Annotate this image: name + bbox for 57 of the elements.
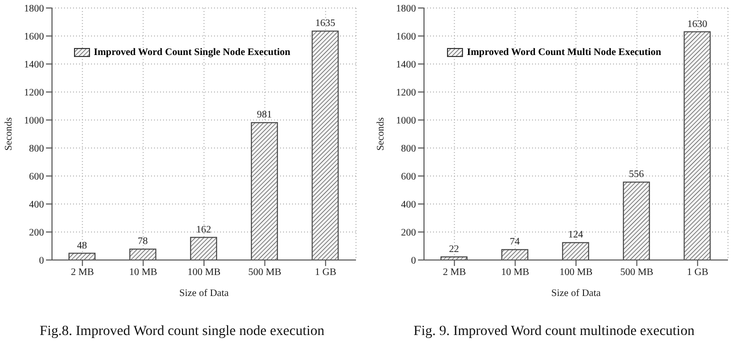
x-tick-label: 500 MB <box>620 267 654 278</box>
data-label: 162 <box>196 224 212 236</box>
bar <box>312 30 339 260</box>
data-label: 74 <box>510 236 520 248</box>
y-tick-label: 1000 <box>24 116 44 127</box>
text: Fig. 9. Improved Word count multinode execution <box>412 324 696 340</box>
data-label: 48 <box>77 240 87 252</box>
x-tick-label: 2 MB <box>442 267 466 278</box>
y-tick-label: 1200 <box>24 88 44 99</box>
y-tick-label: 200 <box>29 228 44 239</box>
y-tick-label: 600 <box>29 172 44 183</box>
y-tick-label: 0 <box>39 256 44 267</box>
y-tick-label: 400 <box>401 200 416 211</box>
bar <box>129 248 156 260</box>
y-tick-label: 0 <box>411 256 416 267</box>
x-tick-label: 2 MB <box>70 267 94 278</box>
bar <box>684 31 711 260</box>
legend-label: Improved Word Count Multi Node Execution <box>466 47 662 58</box>
y-tick-label: 1600 <box>396 32 416 43</box>
y-tick-label: 1800 <box>396 4 416 15</box>
bar <box>562 242 590 260</box>
y-tick-label: 800 <box>401 144 416 155</box>
x-tick-label: 500 MB <box>248 267 282 278</box>
y-tick-label: 1600 <box>24 32 44 43</box>
x-tick-label: 100 MB <box>187 267 221 278</box>
y-axis-title: Seconds <box>4 117 15 151</box>
data-label: 981 <box>256 110 272 121</box>
data-label: 1635 <box>315 18 336 30</box>
x-tick-label: 10 MB <box>501 267 530 278</box>
data-label: 78 <box>138 236 148 248</box>
y-tick-label: 400 <box>29 200 44 211</box>
bar <box>501 249 528 260</box>
y-axis-title: Seconds <box>376 117 387 151</box>
y-tick-label: 1200 <box>396 88 416 99</box>
bar <box>68 252 96 260</box>
bar <box>622 182 650 260</box>
data-label: 22 <box>449 244 459 255</box>
text: Fig.8. Improved Word count single node execution <box>38 324 326 340</box>
x-tick-label: 100 MB <box>559 267 593 278</box>
data-label: 1630 <box>687 18 708 30</box>
y-tick-label: 1400 <box>396 60 416 71</box>
y-tick-label: 800 <box>29 144 44 155</box>
x-tick-label: 1 GB <box>314 267 337 278</box>
bar <box>190 236 218 260</box>
y-tick-label: 200 <box>401 228 416 239</box>
data-label: 556 <box>628 169 644 180</box>
legend-label: Improved Word Count Single Node Execution <box>94 47 290 58</box>
y-tick-label: 600 <box>401 172 416 183</box>
x-tick-label: 1 GB <box>686 267 709 278</box>
x-tick-label: 10 MB <box>129 267 158 278</box>
y-tick-label: 1800 <box>24 4 44 15</box>
y-tick-label: 1400 <box>24 60 44 71</box>
data-label: 124 <box>568 230 584 241</box>
y-tick-label: 1000 <box>396 116 416 127</box>
x-axis-title: Size of Data <box>551 288 602 299</box>
x-axis-title: Size of Data <box>179 288 230 299</box>
bar <box>250 122 278 260</box>
